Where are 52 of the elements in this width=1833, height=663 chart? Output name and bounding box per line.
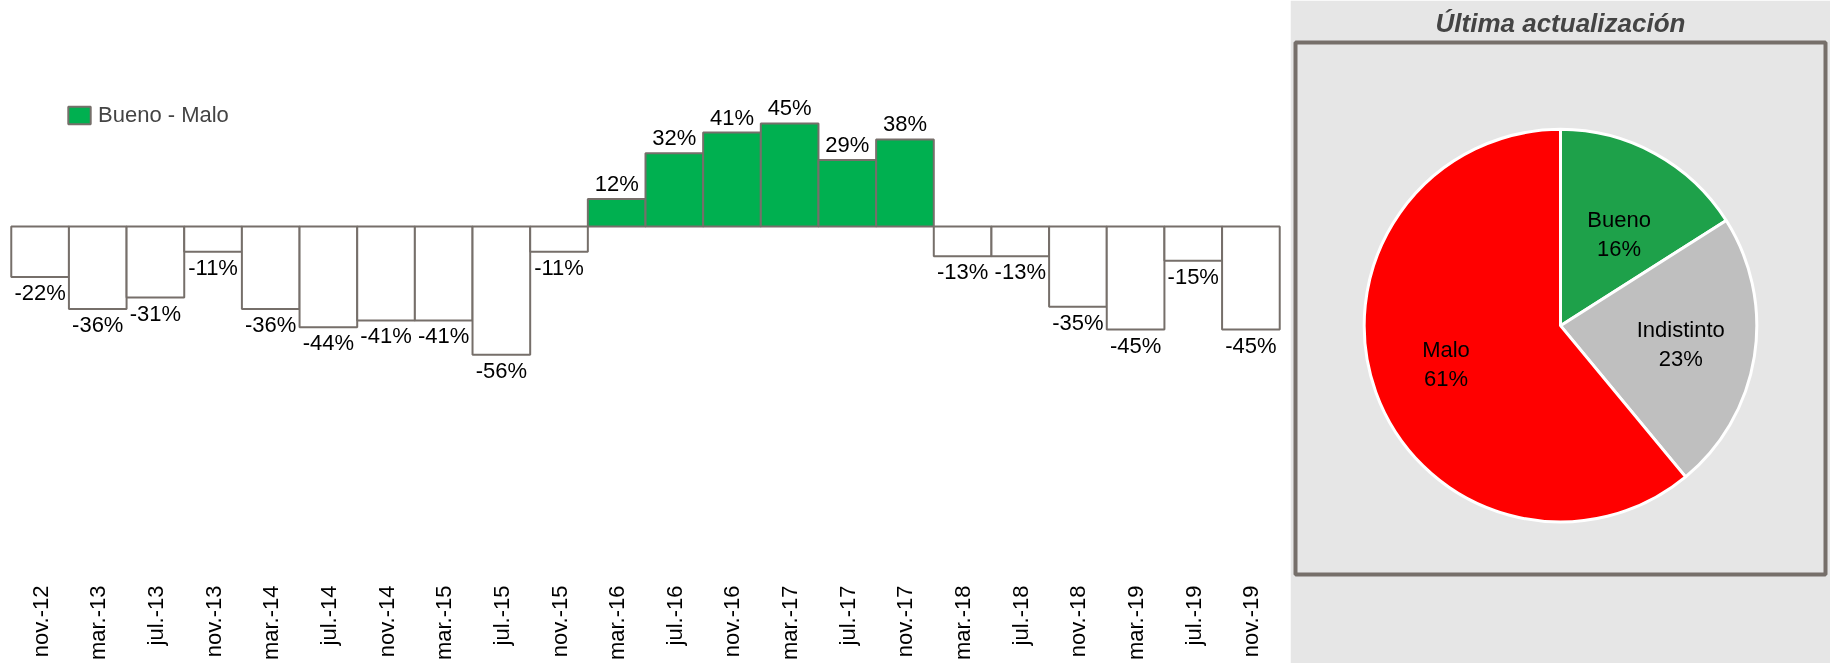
x-tick-label: jul.-14	[315, 585, 341, 647]
data-label: -13%	[936, 259, 989, 285]
x-tick-label: jul.-16	[661, 585, 687, 647]
x-tick-label: mar.-17	[777, 585, 803, 661]
x-tick-label: mar.-13	[85, 585, 111, 661]
x-tick-label: nov.-14	[373, 585, 399, 658]
x-tick-label: nov.-12	[27, 585, 53, 658]
slice-label: Malo	[1422, 336, 1470, 362]
chart-title: Última actualización	[1435, 7, 1686, 38]
data-label: -13%	[994, 259, 1046, 285]
x-tick-label: jul.-18	[1007, 585, 1033, 647]
data-label: 61%	[1423, 365, 1469, 391]
x-tick-label: jul.-19	[1180, 585, 1206, 647]
data-label: 23%	[1658, 346, 1703, 372]
data-label: -35%	[1052, 309, 1104, 335]
x-tick-label: mar.-15	[431, 585, 457, 661]
data-label: 38%	[882, 111, 927, 137]
data-label: -11%	[534, 254, 584, 280]
x-tick-label: nov.-19	[1238, 585, 1264, 658]
data-label: 45%	[767, 95, 812, 121]
data-label: 32%	[652, 125, 697, 151]
x-tick-label: nov.-18	[1065, 585, 1091, 658]
data-label: -22%	[14, 279, 66, 305]
x-tick-label: nov.-16	[719, 585, 745, 658]
x-tick-label: jul.-13	[142, 585, 168, 647]
data-label: -15%	[1167, 263, 1219, 289]
data-label: -44%	[302, 330, 355, 356]
x-tick-label: mar.-18	[950, 585, 976, 661]
data-label: -45%	[1109, 332, 1162, 358]
data-label: 12%	[594, 171, 639, 197]
data-label: 16%	[1597, 236, 1642, 262]
data-label: 41%	[709, 104, 755, 130]
data-label: 29%	[825, 132, 870, 158]
data-label: -56%	[475, 357, 528, 383]
data-label: -41%	[418, 323, 470, 349]
data-label: -45%	[1225, 332, 1277, 358]
data-label: -31%	[129, 300, 182, 326]
slice-label: Bueno	[1587, 207, 1651, 233]
x-tick-label: nov.-17	[892, 585, 918, 658]
x-tick-label: mar.-14	[258, 585, 284, 661]
data-label: -11%	[188, 254, 238, 280]
x-tick-label: jul.-17	[834, 585, 860, 647]
x-tick-label: mar.-19	[1123, 585, 1149, 661]
slice-label: Indistinto	[1636, 317, 1725, 343]
legend-label: Bueno - Malo	[98, 102, 229, 128]
x-tick-label: nov.-15	[546, 585, 572, 658]
data-label: -41%	[360, 323, 412, 349]
x-tick-label: nov.-13	[200, 585, 226, 658]
x-tick-label: mar.-16	[604, 585, 630, 661]
x-tick-label: jul.-15	[488, 585, 514, 647]
data-label: -36%	[245, 311, 297, 337]
data-label: -36%	[72, 311, 124, 337]
